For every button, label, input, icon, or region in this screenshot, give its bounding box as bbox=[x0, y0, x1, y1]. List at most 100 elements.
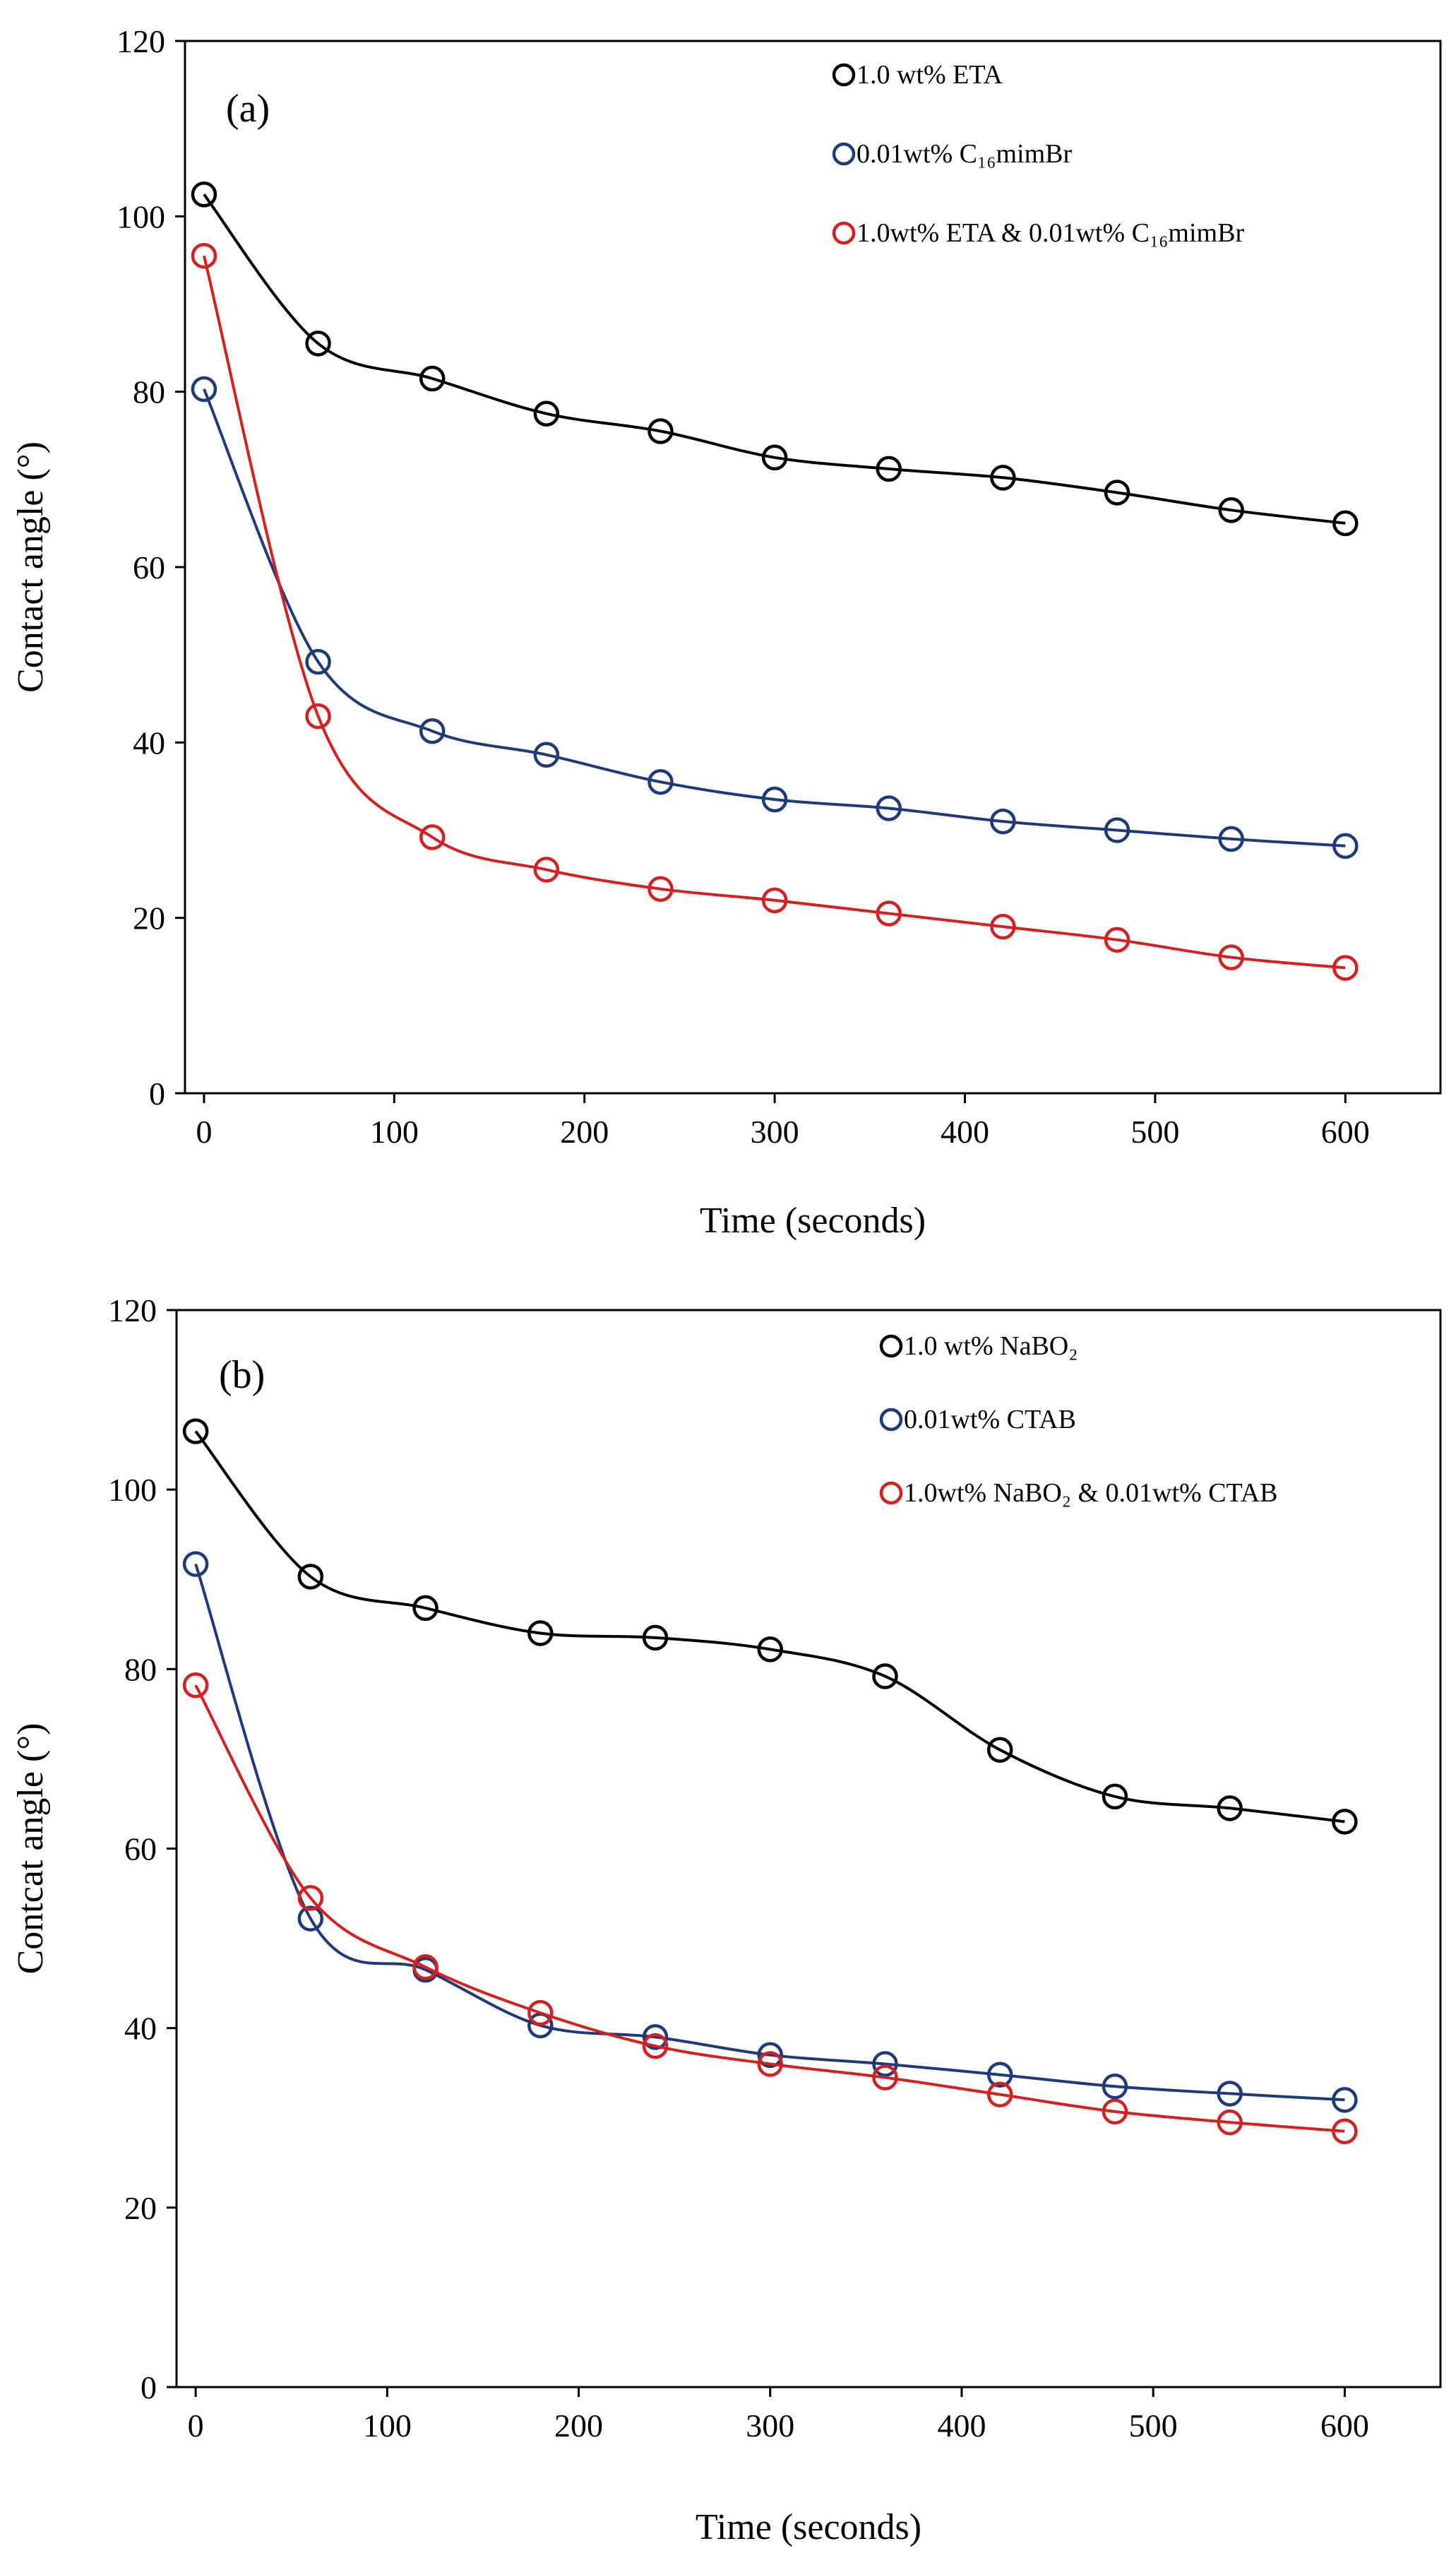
data-point bbox=[305, 648, 331, 675]
data-point bbox=[648, 418, 674, 444]
legend-marker bbox=[879, 1334, 903, 1358]
data-point bbox=[1332, 2118, 1358, 2145]
x-tick-label: 200 bbox=[554, 2408, 603, 2444]
data-point bbox=[1218, 826, 1244, 852]
panel-label: (b) bbox=[219, 1353, 265, 1397]
y-tick-label: 120 bbox=[117, 23, 165, 59]
data-point bbox=[986, 2081, 1013, 2107]
x-tick-label: 500 bbox=[1130, 1114, 1179, 1150]
x-tick-label: 400 bbox=[941, 1114, 989, 1150]
data-point bbox=[297, 1905, 324, 1932]
data-point bbox=[533, 857, 560, 883]
data-point bbox=[305, 703, 331, 730]
data-point bbox=[1217, 2109, 1243, 2136]
x-tick-label: 500 bbox=[1129, 2408, 1178, 2444]
data-point bbox=[1104, 927, 1130, 953]
data-point bbox=[527, 1999, 554, 2026]
legend-marker bbox=[879, 1408, 903, 1432]
x-tick-label: 100 bbox=[363, 2408, 412, 2444]
x-tick-label: 100 bbox=[370, 1114, 419, 1150]
y-tick-label: 40 bbox=[124, 2011, 157, 2047]
data-point bbox=[1102, 2074, 1128, 2100]
data-point bbox=[990, 913, 1016, 940]
x-tick-label: 0 bbox=[188, 2408, 204, 2444]
series-line-2 bbox=[194, 1563, 1345, 2102]
x-tick-label: 300 bbox=[751, 1114, 799, 1150]
data-point bbox=[1332, 510, 1359, 537]
data-point bbox=[1332, 833, 1359, 859]
data-point bbox=[761, 444, 788, 471]
y-tick-label: 20 bbox=[124, 2190, 157, 2226]
data-point bbox=[757, 2051, 784, 2077]
x-tick-label: 0 bbox=[196, 1114, 212, 1150]
data-point bbox=[648, 876, 674, 902]
x-tick-label: 300 bbox=[746, 2408, 794, 2444]
data-point bbox=[757, 2042, 784, 2069]
legend-label: 0.01wt% C₁₆mimBr bbox=[857, 139, 1073, 169]
y-tick-label: 80 bbox=[124, 1651, 157, 1687]
legend-marker bbox=[832, 142, 856, 166]
data-point bbox=[761, 887, 788, 914]
data-point bbox=[533, 400, 560, 427]
data-point bbox=[990, 808, 1016, 835]
data-point bbox=[1332, 955, 1359, 981]
legend-label: 1.0wt% NaBO₂ & 0.01wt% CTAB bbox=[904, 1478, 1278, 1508]
data-point bbox=[182, 1418, 209, 1444]
data-point bbox=[1217, 1795, 1243, 1821]
data-point bbox=[876, 900, 902, 927]
data-point bbox=[191, 376, 217, 403]
data-point bbox=[642, 1624, 669, 1651]
y-tick-label: 60 bbox=[124, 1831, 157, 1867]
legend-marker bbox=[832, 63, 856, 87]
plot-frame bbox=[175, 1309, 1442, 2389]
data-point bbox=[419, 824, 446, 850]
data-point bbox=[1332, 1809, 1358, 1835]
series-line-3 bbox=[202, 255, 1346, 970]
x-tick-label: 400 bbox=[937, 2408, 986, 2444]
series-line-2 bbox=[203, 388, 1346, 847]
data-point bbox=[1102, 2098, 1128, 2125]
data-point bbox=[1104, 480, 1130, 506]
y-tick-label: 80 bbox=[133, 374, 165, 410]
legend-label: 1.0wt% ETA & 0.01wt% C₁₆mimBr bbox=[857, 218, 1244, 248]
x-tick-label: 200 bbox=[560, 1114, 609, 1150]
legend-marker bbox=[832, 221, 856, 245]
y-tick-label: 0 bbox=[149, 1076, 165, 1112]
legend-marker bbox=[879, 1481, 903, 1505]
x-axis-label: Time (seconds) bbox=[696, 2507, 921, 2547]
y-tick-label: 100 bbox=[117, 198, 165, 234]
data-point bbox=[191, 242, 217, 269]
series-line-1 bbox=[194, 1430, 1345, 1824]
data-point bbox=[419, 365, 446, 392]
data-point bbox=[533, 742, 560, 768]
data-point bbox=[1217, 2081, 1243, 2107]
x-axis-label: Time (seconds) bbox=[700, 1201, 926, 1241]
y-tick-label: 60 bbox=[133, 549, 165, 585]
data-point bbox=[1102, 1783, 1128, 1810]
data-point bbox=[419, 718, 446, 744]
y-tick-label: 120 bbox=[108, 1292, 157, 1328]
data-point bbox=[297, 1885, 324, 1911]
data-point bbox=[761, 786, 788, 813]
x-tick-label: 600 bbox=[1320, 2408, 1369, 2444]
y-tick-label: 100 bbox=[108, 1472, 157, 1508]
data-point bbox=[757, 1636, 784, 1662]
data-point bbox=[412, 1954, 438, 1980]
data-point bbox=[1332, 2087, 1358, 2113]
data-point bbox=[191, 182, 217, 208]
data-point bbox=[305, 331, 331, 357]
y-tick-label: 20 bbox=[133, 900, 165, 936]
data-point bbox=[1218, 497, 1244, 523]
data-point bbox=[1218, 944, 1244, 970]
legend-label: 0.01wt% CTAB bbox=[904, 1405, 1076, 1434]
data-point bbox=[642, 2024, 669, 2050]
data-point bbox=[990, 465, 1016, 491]
y-axis-label: Contcat angle (°) bbox=[11, 1723, 51, 1975]
legend-label: 1.0 wt% NaBO₂ bbox=[904, 1331, 1078, 1361]
data-point bbox=[527, 1620, 554, 1646]
data-point bbox=[642, 2033, 669, 2059]
chart-panel-b: 0 20 40 60 80 100 120 0 100 200 300 400 500 600 Time (… bbox=[11, 1292, 1442, 2547]
data-point bbox=[986, 2062, 1013, 2088]
data-point bbox=[412, 1595, 438, 1622]
